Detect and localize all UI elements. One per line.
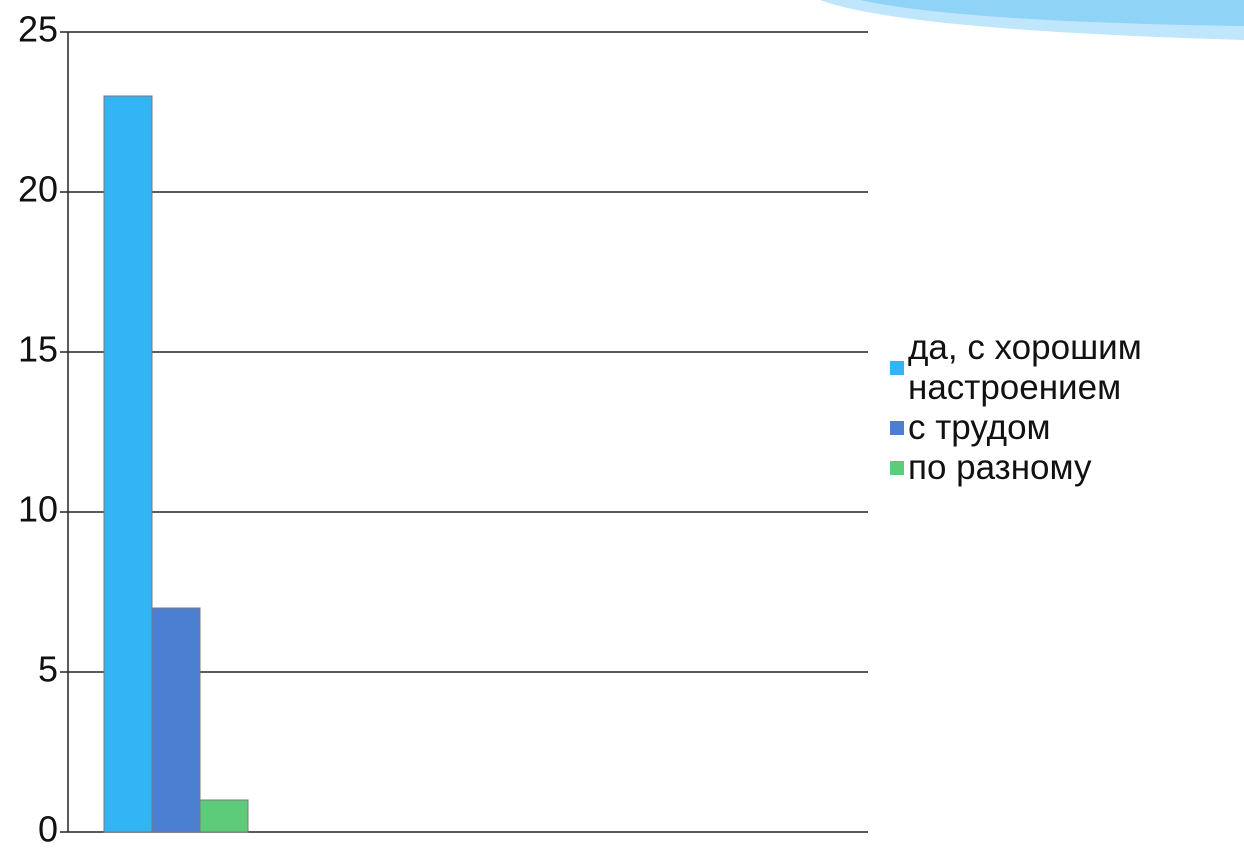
legend-item: по разному bbox=[890, 448, 1240, 488]
legend-label: по разному bbox=[908, 448, 1092, 487]
bar bbox=[103, 95, 153, 833]
bar bbox=[199, 799, 249, 833]
y-tick-label: 0 bbox=[38, 809, 58, 850]
bar bbox=[151, 607, 201, 833]
decoration bbox=[860, 0, 1244, 26]
y-tick-label: 20 bbox=[18, 169, 58, 210]
legend-label: да, с хорошим настроением bbox=[908, 328, 1142, 407]
legend-item: с трудом bbox=[890, 408, 1240, 448]
y-tick-label: 5 bbox=[38, 649, 58, 690]
legend-swatch bbox=[890, 421, 904, 435]
legend: да, с хорошим настроением с трудом по разн… bbox=[890, 328, 1240, 488]
y-tick-label: 25 bbox=[18, 9, 58, 50]
legend-swatch bbox=[890, 461, 904, 475]
legend-label: с трудом bbox=[908, 408, 1051, 447]
legend-swatch bbox=[890, 361, 904, 375]
y-tick-label: 10 bbox=[18, 489, 58, 530]
legend-item: да, с хорошим настроением bbox=[890, 328, 1240, 408]
y-tick-label: 15 bbox=[18, 329, 58, 370]
